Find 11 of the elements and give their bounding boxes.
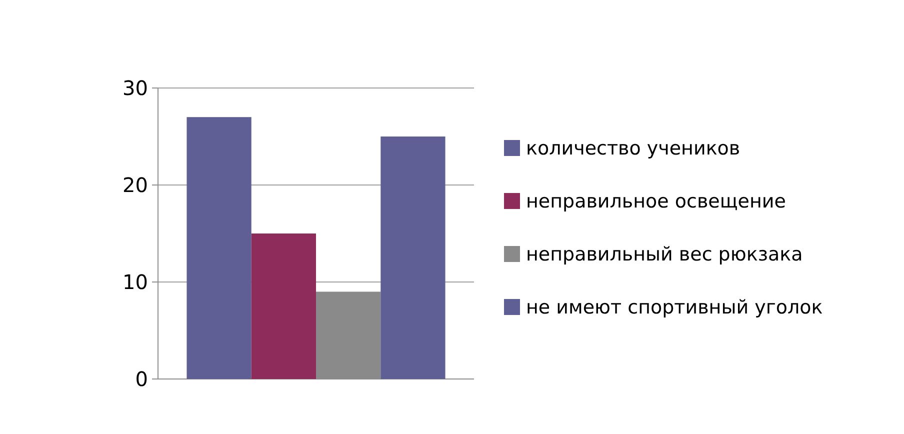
y-tick-label: 30 <box>122 76 148 100</box>
y-tick-label: 0 <box>135 367 148 391</box>
legend-label: не имеют спортивный уголок <box>526 296 823 319</box>
bar <box>380 136 446 379</box>
legend-label: количество учеников <box>526 138 740 160</box>
bar <box>186 117 252 379</box>
y-tick-label: 20 <box>122 173 148 197</box>
y-tick-label: 10 <box>122 270 148 294</box>
legend-label: неправильное освещение <box>526 190 786 213</box>
legend-label: неправильный вес рюкзака <box>526 244 803 266</box>
bar <box>251 234 316 379</box>
